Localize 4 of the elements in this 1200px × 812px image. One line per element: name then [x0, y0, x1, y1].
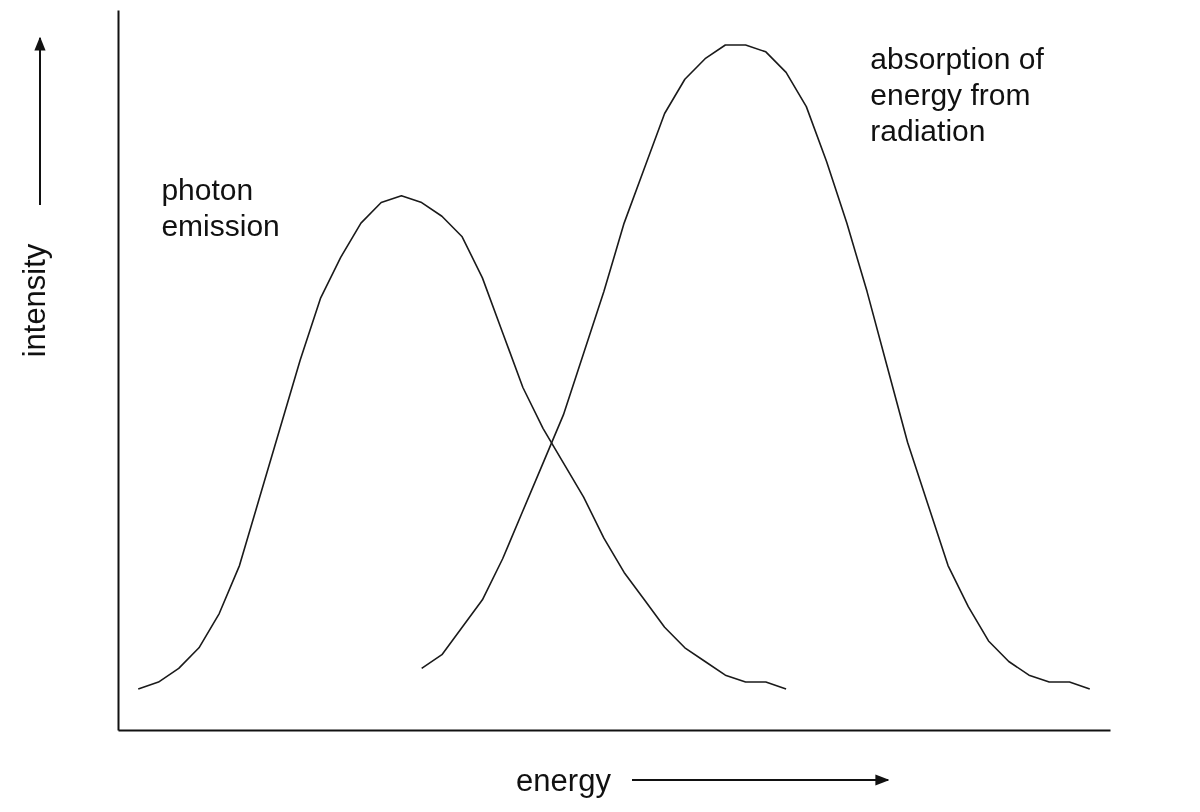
series-label: absorption of energy from radiation [870, 42, 1045, 147]
y-axis-title: intensity [16, 243, 52, 358]
text: photon emission [161, 172, 280, 242]
x-axis-title: energy [516, 762, 612, 798]
